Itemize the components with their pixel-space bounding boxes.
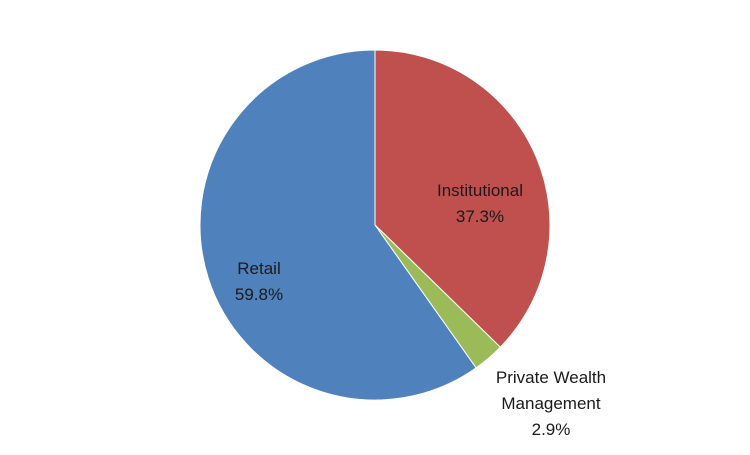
slice-label-0: Institutional 37.3% (437, 181, 523, 226)
slice-category-label: Retail (237, 259, 280, 278)
slice-label-1: Private Wealth Management 2.9% (496, 368, 606, 439)
slice-value-label: 37.3% (456, 207, 504, 226)
pie-slices (199, 49, 551, 401)
slice-category-label: Management (501, 394, 601, 413)
slice-category-label: Institutional (437, 181, 523, 200)
slice-value-label: 2.9% (532, 420, 571, 439)
pie-slice-2 (199, 49, 477, 401)
slice-value-label: 59.8% (235, 285, 283, 304)
slice-category-label: Private Wealth (496, 368, 606, 387)
pie-slice-0 (374, 49, 551, 348)
slice-label-2: Retail 59.8% (235, 259, 283, 304)
pie-labels: Institutional 37.3% Private Wealth Manageme… (235, 181, 606, 439)
